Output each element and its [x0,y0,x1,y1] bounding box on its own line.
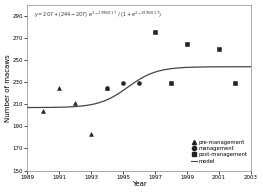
Point [57,86,61,89]
Point [153,31,157,34]
Point [89,133,93,136]
Text: $y = 207 + (244 - 207) \ e^{3-1995/0.17}$ / $(1 + e^{3-1995/0.17})$: $y = 207 + (244 - 207) \ e^{3-1995/0.17}… [34,10,161,20]
Y-axis label: Number of macaws: Number of macaws [5,54,11,122]
X-axis label: Year: Year [132,181,146,187]
Point [233,82,237,85]
Point [137,82,141,85]
Point [121,82,125,85]
Point [217,47,221,50]
Point [105,86,109,89]
Point [169,82,173,85]
Point [105,86,109,89]
Legend: pre-management, management, post-management, model: pre-management, management, post-managem… [189,139,249,165]
Point [73,102,77,105]
Point [185,42,189,45]
Point [41,109,45,113]
